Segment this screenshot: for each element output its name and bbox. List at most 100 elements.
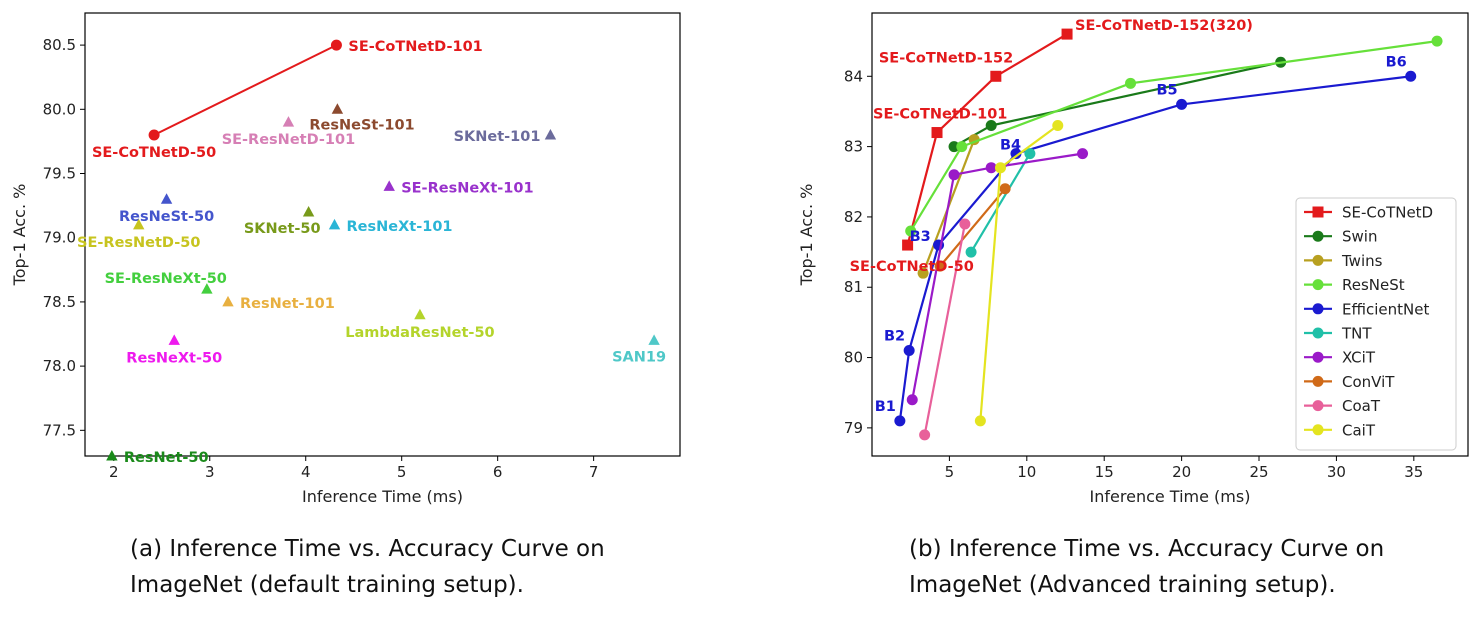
- point-label: SE-ResNetD-50: [77, 235, 200, 251]
- y-tick-label: 83: [844, 138, 863, 156]
- annotation-label: SE-CoTNetD-101: [873, 107, 1007, 123]
- x-tick-label: 2: [109, 463, 119, 481]
- triangle-marker: [201, 283, 213, 294]
- y-tick-label: 82: [844, 208, 863, 226]
- circle-marker: [1125, 77, 1137, 89]
- circle-marker: [1010, 148, 1022, 160]
- circle-marker: [1024, 148, 1036, 160]
- triangle-marker: [383, 180, 395, 191]
- annotation-label: B4: [1000, 138, 1021, 154]
- circle-marker: [917, 267, 929, 279]
- x-tick-label: 7: [589, 463, 599, 481]
- legend-marker: [1312, 351, 1324, 363]
- y-tick-label: 79: [844, 419, 863, 437]
- x-tick-label: 6: [493, 463, 503, 481]
- triangle-marker: [302, 206, 315, 217]
- y-tick-label: 77.5: [43, 421, 76, 439]
- x-axis-label: Inference Time (ms): [1090, 487, 1251, 506]
- square-marker: [902, 239, 914, 251]
- point-label: SE-ResNeXt-50: [105, 271, 227, 287]
- series-line: [923, 223, 966, 436]
- axes-b: 5 10 15 20 25 30 35 79 80 81 82 83 84 Inference Time …: [797, 12, 1469, 506]
- point-label: ResNeXt-50: [126, 350, 222, 366]
- circle-marker: [934, 260, 946, 272]
- annotation-label: B6: [1386, 54, 1407, 70]
- y-axis-label: Top-1 Acc. %: [797, 184, 816, 287]
- legend-marker: [1312, 424, 1324, 436]
- triangle-marker: [331, 103, 344, 114]
- legend-label: TNT: [1341, 325, 1372, 343]
- x-tick-label: 20: [1172, 463, 1191, 481]
- legend-marker: [1312, 400, 1324, 412]
- legend-label: EfficientNet: [1342, 300, 1429, 318]
- y-tick-label: 80.0: [43, 100, 76, 118]
- series-line: [970, 153, 1031, 253]
- x-tick-label: 4: [301, 463, 311, 481]
- plot-frame: [871, 12, 1469, 457]
- y-tick-label: 78.0: [43, 357, 76, 375]
- x-tick-label: 5: [397, 463, 407, 481]
- annotation-label: B2: [884, 329, 905, 345]
- point-label: SKNet-101: [454, 129, 541, 145]
- legend-label: Swin: [1342, 228, 1377, 246]
- circle-marker: [148, 129, 160, 141]
- triangle-marker: [414, 308, 426, 320]
- series-line: [906, 33, 1068, 246]
- circle-marker: [985, 162, 997, 174]
- annotation-label: SE-CoTNetD-152: [879, 50, 1013, 66]
- annotation-label: SE-CoTNetD-152(320): [1075, 18, 1253, 34]
- legend-label: XCiT: [1342, 349, 1376, 367]
- annotation-label: B3: [910, 229, 931, 245]
- y-tick-label: 81: [844, 278, 863, 296]
- circle-marker: [894, 415, 906, 427]
- legend-marker: [1312, 375, 1324, 387]
- point-label: SE-ResNetD-101: [222, 132, 356, 148]
- caption-b: (b) Inference Time vs. Accuracy Curve on…: [909, 536, 1385, 598]
- circle-marker: [948, 141, 960, 153]
- circle-marker: [965, 246, 977, 258]
- se-cotnetd-line: [153, 44, 337, 136]
- series-line: [911, 152, 1083, 400]
- y-tick-label: 79.5: [43, 165, 76, 183]
- annotation-label: B1: [875, 399, 896, 415]
- point-label: SAN19: [612, 349, 666, 365]
- point-label: ResNeSt-101: [309, 117, 414, 133]
- circle-marker: [905, 225, 917, 237]
- annotation-label: B5: [1156, 82, 1177, 98]
- legend-label: Twins: [1341, 252, 1383, 270]
- circle-marker: [1176, 98, 1188, 110]
- square-marker: [990, 70, 1002, 82]
- y-tick-label: 78.5: [43, 293, 76, 311]
- point-label: SKNet-50: [244, 221, 321, 237]
- y-axis-label: Top-1 Acc. %: [10, 184, 29, 287]
- series-line: [909, 40, 1438, 232]
- legend-marker: [1312, 254, 1324, 266]
- legend-label: CoaT: [1342, 397, 1381, 415]
- circle-marker: [999, 183, 1011, 195]
- point-label: SE-ResNeXt-101: [401, 180, 533, 196]
- series-line: [939, 188, 1006, 267]
- triangle-marker: [328, 218, 341, 230]
- caption-a: (a) Inference Time vs. Accuracy Curve on…: [130, 536, 605, 598]
- legend-label: SE-CoTNetD: [1342, 204, 1433, 222]
- triangle-marker: [544, 128, 557, 140]
- circle-marker: [974, 415, 986, 427]
- chart-b-data: SE-CoTNetD-152(320) SE-CoTNetD-152 SE-CoTN…: [850, 18, 1443, 441]
- circle-marker: [1052, 120, 1064, 132]
- circle-marker: [948, 169, 960, 181]
- circle-marker: [919, 429, 931, 441]
- point-label: ResNet-101: [240, 296, 335, 312]
- circle-marker: [956, 141, 968, 153]
- circle-marker: [330, 39, 342, 51]
- legend-marker: [1312, 303, 1324, 315]
- x-tick-label: 15: [1095, 463, 1114, 481]
- circle-marker: [959, 218, 971, 230]
- annotation-label: SE-CoTNetD-50: [850, 259, 974, 275]
- point-label: ResNet-50: [124, 450, 209, 466]
- x-tick-label: 25: [1249, 463, 1268, 481]
- circle-marker: [903, 345, 915, 357]
- x-axis-label: Inference Time (ms): [302, 487, 463, 506]
- axes-a: 2 3 4 5 6 7 77.5 78.0 78.5 79.0 79.5 80.0 80.5 Infere…: [10, 12, 681, 506]
- point-label: SE-CoTNetD-50: [92, 145, 216, 161]
